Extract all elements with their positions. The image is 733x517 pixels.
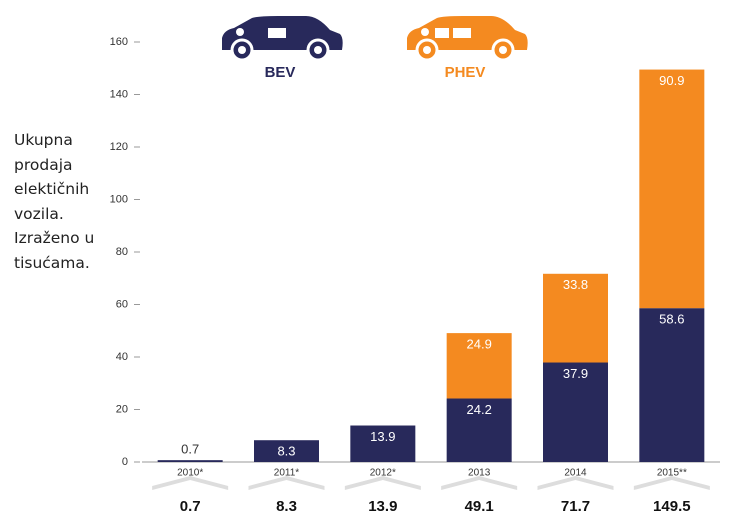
bar-segment — [639, 308, 705, 462]
bar-segment — [350, 425, 416, 462]
y-tick-label: 120 — [110, 141, 128, 153]
bar-segment — [254, 440, 319, 462]
data-label: 0.7 — [181, 442, 199, 457]
data-label: 8.3 — [277, 444, 295, 459]
legend-icon — [407, 16, 528, 62]
chevron — [537, 476, 614, 490]
chevron — [344, 476, 421, 490]
y-tick-label: 20 — [116, 403, 128, 415]
y-tick-label: 100 — [110, 193, 128, 205]
y-tick-label: 160 — [110, 36, 128, 48]
total-label: 13.9 — [368, 498, 397, 515]
total-label: 49.1 — [465, 498, 494, 515]
bar-segment — [446, 398, 512, 462]
x-tick-label: 2010* — [177, 468, 203, 479]
plug — [236, 28, 244, 36]
total-label: 8.3 — [276, 498, 297, 515]
battery — [268, 28, 286, 38]
data-label: 90.9 — [659, 73, 684, 88]
x-tick-label: 2011* — [274, 468, 300, 479]
battery — [453, 28, 471, 38]
chevron — [633, 476, 710, 490]
hub — [314, 46, 322, 54]
total-label: 149.5 — [653, 498, 691, 515]
bar-segment — [157, 460, 223, 462]
y-tick-label: 80 — [116, 246, 128, 258]
x-tick-label: 2015** — [657, 468, 687, 479]
y-tick-label: 40 — [116, 351, 128, 363]
engine — [435, 28, 449, 38]
x-tick-label: 2014 — [564, 468, 587, 479]
hub — [238, 46, 246, 54]
legend-icon — [222, 16, 343, 62]
bar-segment — [639, 69, 705, 309]
bar-segment — [446, 333, 512, 399]
chevron — [152, 476, 229, 490]
legend-label: BEV — [265, 64, 296, 81]
y-tick-label: 140 — [110, 88, 128, 100]
total-label: 71.7 — [561, 498, 590, 515]
data-label: 37.9 — [563, 366, 588, 381]
legend-label: PHEV — [445, 64, 486, 81]
data-label: 24.2 — [467, 402, 492, 417]
x-tick-label: 2013 — [468, 468, 491, 479]
chevron — [441, 476, 518, 490]
y-tick-label: 60 — [116, 298, 128, 310]
y-tick-label: 0 — [122, 456, 128, 468]
chevron — [248, 476, 325, 490]
x-tick-label: 2012* — [370, 468, 396, 479]
bar-segment — [543, 273, 608, 363]
total-label: 0.7 — [180, 498, 201, 515]
y-axis-label: Ukupna prodaja elektičnih vozila. Izraže… — [14, 131, 95, 272]
data-label: 13.9 — [370, 429, 395, 444]
data-label: 33.8 — [563, 277, 588, 292]
data-label: 24.9 — [467, 337, 492, 352]
data-label: 58.6 — [659, 312, 684, 327]
bar-segment — [543, 362, 608, 462]
plug — [421, 28, 429, 36]
hub — [499, 46, 507, 54]
hub — [423, 46, 431, 54]
